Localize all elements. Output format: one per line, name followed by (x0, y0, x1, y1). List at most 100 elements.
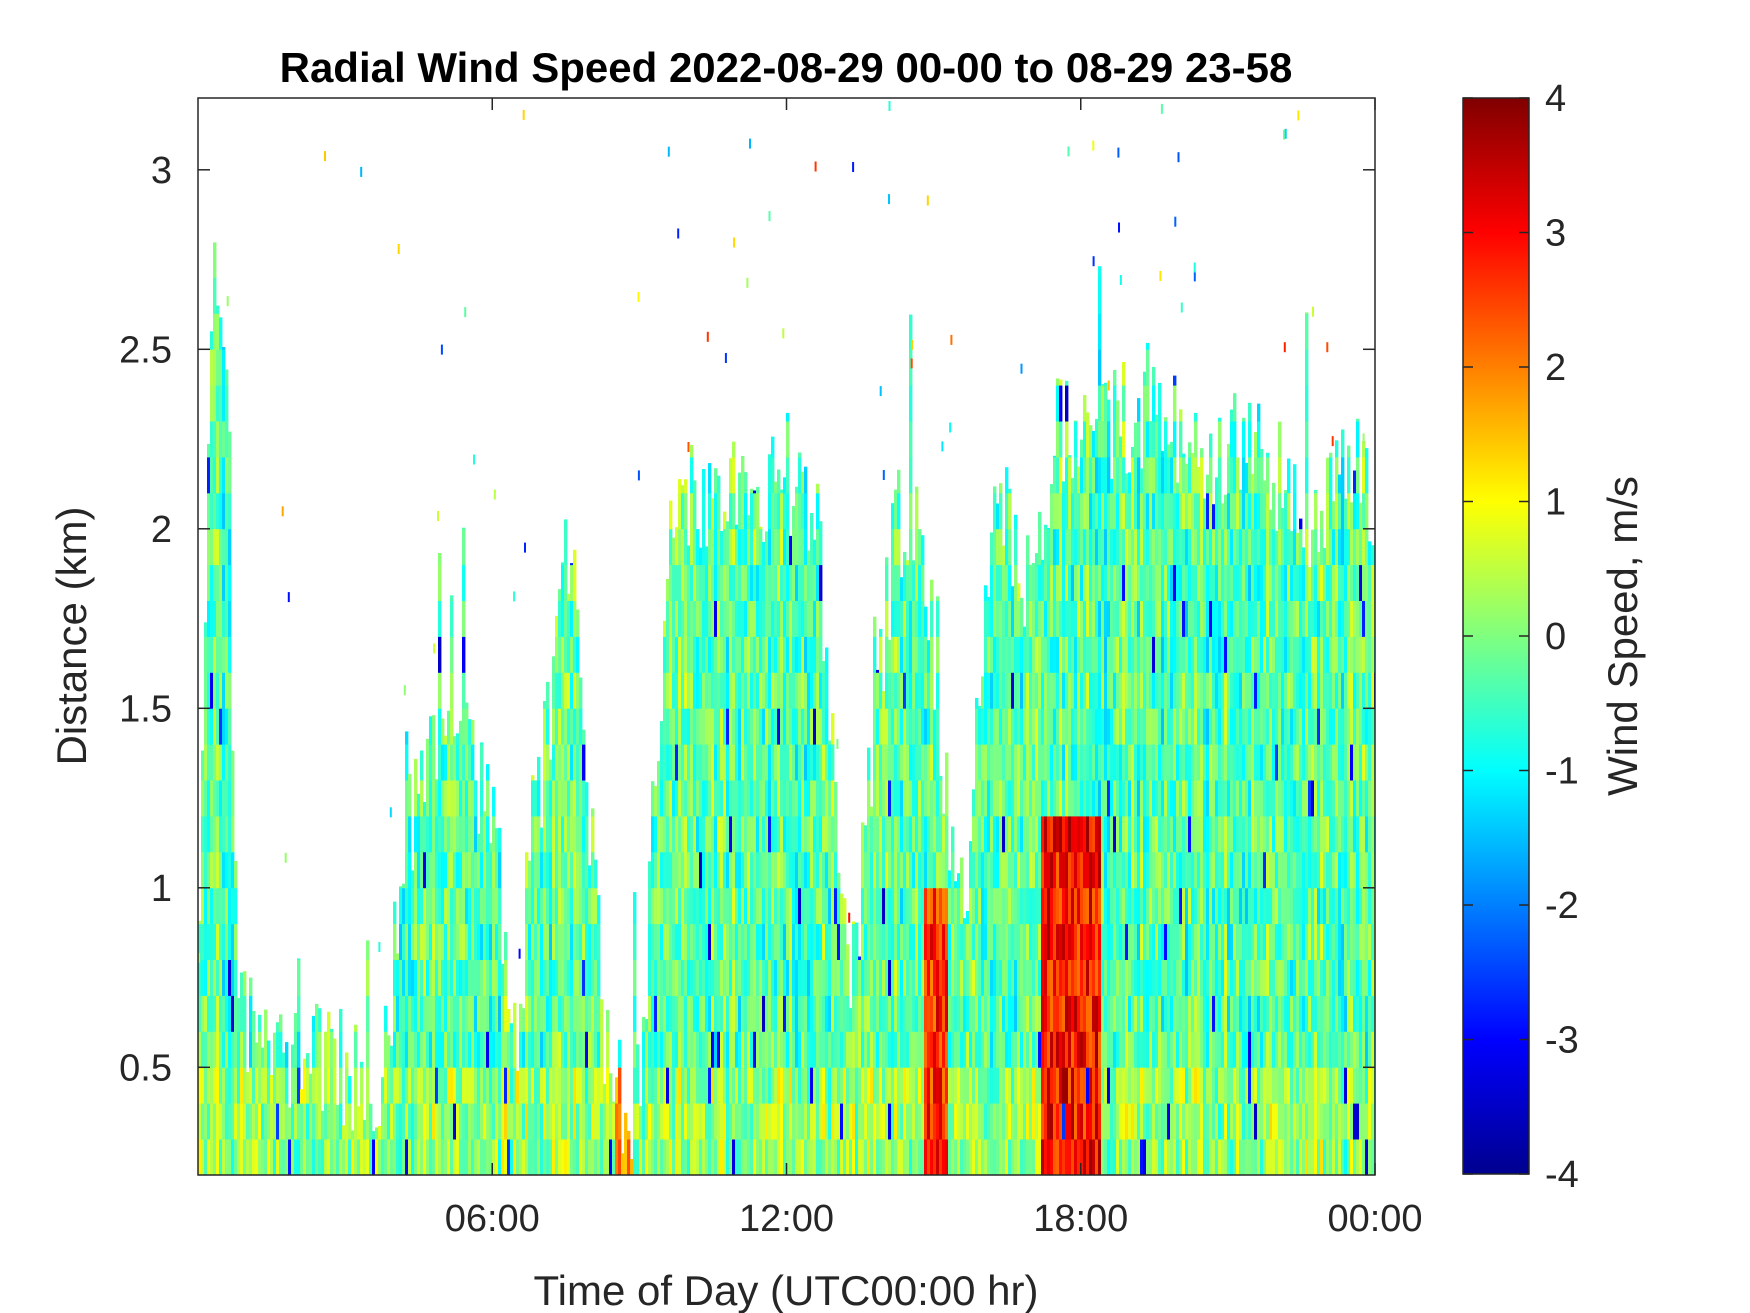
heatmap-cell (483, 1067, 487, 1104)
heatmap-cell (999, 959, 1003, 996)
heatmap-cell (1221, 887, 1225, 925)
heatmap-cell (546, 744, 550, 781)
heatmap-cell (687, 744, 691, 781)
heatmap-cell (711, 1103, 715, 1140)
heatmap-cell (486, 995, 490, 1032)
heatmap-cell (435, 851, 439, 889)
heatmap-cell (234, 1067, 238, 1104)
heatmap-cell (426, 738, 430, 745)
heatmap-cell (579, 995, 583, 1032)
heatmap-cell (729, 959, 733, 996)
heatmap-cell (1089, 636, 1093, 673)
heatmap-cell (1203, 636, 1207, 673)
heatmap-cell (942, 1139, 946, 1175)
heatmap-cell (567, 816, 571, 853)
heatmap-cell (471, 744, 475, 781)
heatmap-cell (846, 944, 850, 960)
heatmap-cell (1176, 708, 1180, 745)
heatmap-cell (876, 1103, 880, 1140)
heatmap-cell (984, 995, 988, 1032)
heatmap-cell (1209, 636, 1213, 673)
heatmap-cell (1224, 494, 1228, 530)
heatmap-cell (663, 636, 667, 673)
heatmap-cell (525, 995, 529, 1032)
heatmap-cell (666, 887, 670, 925)
heatmap-cell (1182, 1067, 1186, 1104)
heatmap-cell (240, 995, 244, 1032)
heatmap-cell (834, 851, 838, 889)
heatmap-cell (1020, 1031, 1024, 1068)
heatmap-cell (735, 528, 739, 566)
heatmap-cell (726, 1139, 730, 1175)
heatmap-cell (594, 1067, 598, 1104)
heatmap-cell (399, 1103, 403, 1140)
heatmap-cell (654, 995, 658, 1032)
heatmap-cell (567, 593, 571, 601)
heatmap-cell (1116, 887, 1120, 925)
heatmap-cell (354, 1139, 358, 1175)
heatmap-cell (1029, 1139, 1033, 1175)
heatmap-cell (1023, 995, 1027, 1032)
heatmap-cell (1143, 923, 1147, 960)
heatmap-cell (1059, 1031, 1063, 1068)
heatmap-cell (564, 816, 568, 853)
heatmap-cell (426, 816, 430, 853)
heatmap-cell (432, 780, 436, 817)
heatmap-cell (1251, 959, 1255, 996)
heatmap-cell (1173, 744, 1177, 781)
heatmap-cell (216, 636, 220, 673)
heatmap-cell (477, 995, 481, 1032)
heatmap-cell (912, 560, 916, 566)
heatmap-cell (1236, 816, 1240, 853)
heatmap-cell (906, 560, 910, 566)
heatmap-cell (1206, 780, 1210, 817)
heatmap-cell (927, 923, 931, 960)
heatmap-cell (666, 959, 670, 996)
heatmap-cell (1164, 636, 1168, 673)
heatmap-cell (1044, 1031, 1048, 1068)
heatmap-cell (1008, 851, 1012, 889)
heatmap-cell (1218, 421, 1222, 458)
heatmap-cell (1071, 780, 1075, 817)
heatmap-cell (795, 486, 799, 494)
heatmap-cell (1125, 473, 1129, 494)
heatmap-cell (669, 672, 673, 709)
heatmap-cell (1224, 959, 1228, 996)
heatmap-cell (246, 1139, 250, 1175)
heatmap-cell (813, 564, 817, 601)
heatmap-cell (465, 744, 469, 781)
heatmap-cell (1236, 600, 1240, 637)
heatmap-cell (591, 808, 595, 817)
heatmap-cell (606, 1009, 610, 1032)
heatmap-cell (1245, 636, 1249, 673)
heatmap-cell (702, 744, 706, 781)
heatmap-cell (1185, 816, 1189, 853)
heatmap-cell (909, 744, 913, 781)
heatmap-cell (450, 1031, 454, 1068)
heatmap-cell (576, 1139, 580, 1175)
heatmap-cell (1014, 1103, 1018, 1140)
heatmap-cell (1002, 1067, 1006, 1104)
heatmap-cell (864, 825, 868, 853)
heatmap-cell (1161, 1031, 1165, 1068)
heatmap-cell (570, 816, 574, 853)
heatmap-cell (1158, 887, 1162, 925)
heatmap-cell (1083, 816, 1087, 853)
heatmap-cell (1125, 1103, 1129, 1140)
heatmap-cell (621, 1153, 625, 1175)
heatmap-cell (993, 564, 997, 601)
heatmap-cell (837, 1103, 841, 1140)
heatmap-cell (411, 1139, 415, 1175)
heatmap-cell (816, 1031, 820, 1068)
heatmap-cell (450, 887, 454, 925)
heatmap-cell (741, 1067, 745, 1104)
heatmap-cell (1101, 492, 1105, 530)
heatmap-cell (1056, 492, 1060, 530)
heatmap-cell (561, 887, 565, 925)
heatmap-cell (363, 1119, 367, 1140)
heatmap-cell (765, 1103, 769, 1140)
heatmap-cell (756, 1067, 760, 1104)
heatmap-cell (657, 995, 661, 1032)
heatmap-cell (486, 764, 490, 781)
heatmap-cell (1248, 402, 1252, 422)
